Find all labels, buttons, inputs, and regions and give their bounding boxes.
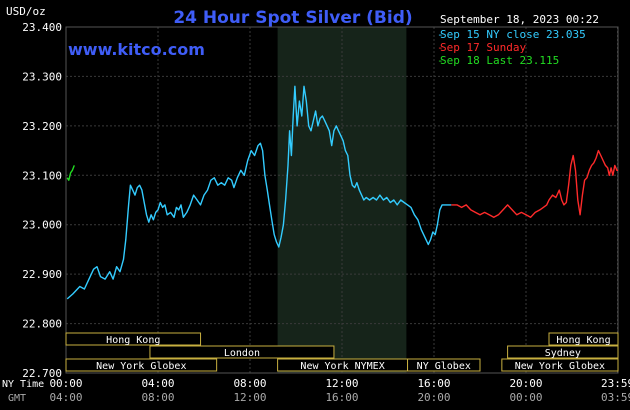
x-tick-label-ny: 08:00: [233, 377, 266, 390]
x-tick-label-ny: 23:59: [601, 377, 630, 390]
series-line: [66, 165, 75, 181]
market-sessions: Hong Kong Hong Kong London Sydney New York G…: [65, 332, 619, 372]
session-label: Hong Kong: [556, 335, 610, 346]
x-tick-label-ny: 04:00: [141, 377, 174, 390]
session-label: Sydney: [545, 348, 581, 359]
x-axis-labels: 00:0004:0004:0008:0008:0012:0012:0016:00…: [49, 377, 630, 404]
y-tick-label: 22.800: [22, 318, 62, 331]
legend-item: Sep 17 Sunday: [440, 41, 526, 54]
legend-marker: -: [437, 41, 444, 54]
session-bar: [149, 345, 335, 359]
session-label: New York NYMEX: [300, 361, 384, 372]
ny-time-label: NY Time: [2, 379, 44, 390]
plot-border: [65, 26, 619, 374]
series-line: [451, 149, 618, 218]
x-tick-label-gmt: 12:00: [233, 391, 266, 404]
session-bar: [407, 358, 481, 372]
session-label: New York Globex: [96, 361, 186, 372]
session-bar: [65, 332, 202, 346]
legend-item: Sep 18 Last 23.115: [440, 54, 559, 67]
session-label: London: [224, 348, 260, 359]
watermark-url: www.kitco.com: [68, 40, 205, 59]
chart-title: 24 Hour Spot Silver (Bid): [173, 8, 412, 28]
x-tick-label-gmt: 00:00: [509, 391, 542, 404]
price-lines: [66, 85, 618, 300]
y-tick-label: 23.100: [22, 169, 62, 182]
date-stamp: September 18, 2023 00:22: [440, 13, 599, 26]
y-tick-label: 22.700: [22, 367, 62, 380]
x-tick-label-ny: 20:00: [509, 377, 542, 390]
session-bar: [501, 358, 619, 372]
x-tick-label-gmt: 03:59: [601, 391, 630, 404]
y-axis-labels: 23.400 23.300 23.200 23.100 23.000 22.900 22.8…: [22, 21, 62, 380]
legend-item: Sep 15 NY close 23.035: [440, 28, 586, 41]
session-label: NY Globex: [417, 361, 471, 372]
y-tick-label: 23.300: [22, 70, 62, 83]
x-tick-label-gmt: 16:00: [325, 391, 358, 404]
y-axis-unit: USD/oz: [6, 5, 46, 18]
session-bar: [507, 345, 619, 359]
x-tick-label-gmt: 04:00: [49, 391, 82, 404]
y-tick-label: 23.000: [22, 219, 62, 232]
legend-marker: -: [437, 54, 444, 67]
series-line: [66, 85, 452, 300]
session-bar: [548, 332, 619, 346]
session-bar: [65, 358, 218, 372]
session-label: New York Globex: [515, 361, 605, 372]
x-tick-label-ny: 12:00: [325, 377, 358, 390]
x-tick-label-gmt: 20:00: [417, 391, 450, 404]
x-tick-label-ny: 00:00: [49, 377, 82, 390]
legend: Sep 15 NY close 23.035 Sep 17 Sunday Sep…: [437, 28, 586, 67]
y-tick-label: 22.900: [22, 268, 62, 281]
gmt-label: GMT: [8, 393, 26, 404]
x-tick-label-gmt: 08:00: [141, 391, 174, 404]
y-tick-label: 23.200: [22, 120, 62, 133]
session-label: Hong Kong: [106, 335, 160, 346]
x-tick-label-ny: 16:00: [417, 377, 450, 390]
legend-marker: -: [437, 28, 444, 41]
y-tick-label: 23.400: [22, 21, 62, 34]
